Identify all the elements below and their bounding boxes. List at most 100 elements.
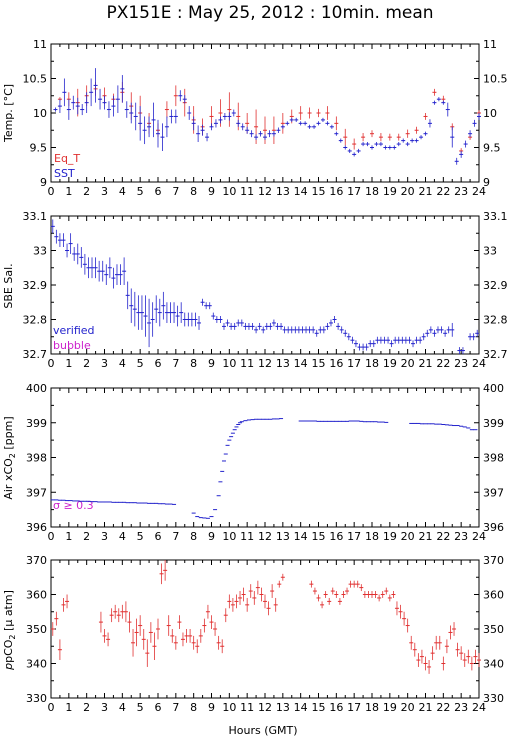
x-tick-label: 14 — [294, 530, 308, 543]
x-tick-label: 24 — [472, 357, 486, 370]
legend-eq-t: Eq_T — [54, 152, 80, 165]
x-tick-label: 9 — [208, 357, 215, 370]
x-tick-label: 12 — [258, 530, 272, 543]
x-tick-label: 17 — [347, 530, 361, 543]
x-tick-label: 13 — [276, 185, 290, 198]
x-tick-label: 23 — [454, 357, 468, 370]
temperature-y-label: Temp. [°C] — [2, 84, 15, 143]
y-tick-label: 400 — [26, 382, 47, 395]
x-tick-label: 18 — [365, 530, 379, 543]
x-tick-label: 19 — [383, 530, 397, 543]
x-tick-label: 5 — [137, 185, 144, 198]
x-tick-label: 2 — [83, 357, 90, 370]
y-tick-label: 399 — [26, 417, 47, 430]
x-tick-label: 15 — [312, 530, 326, 543]
x-tick-label: 2 — [83, 701, 90, 714]
chart-title: PX151E : May 25, 2012 : 10min. mean — [106, 3, 433, 23]
x-tick-label: 21 — [419, 185, 433, 198]
air-xco2-panel: Air xCO2 [ppm] σ ≥ 0.3 0 1 2 3 4 5 6 7 8 9 10 11 12 1… — [2, 382, 504, 543]
x-tick-label: 6 — [155, 701, 162, 714]
x-tick-label: 24 — [472, 701, 486, 714]
x-tick-label: 22 — [436, 357, 450, 370]
x-tick-label: 3 — [101, 185, 108, 198]
plot-frame — [50, 215, 480, 355]
y-tick-label-right: 9.5 — [483, 142, 501, 155]
x-tick-label: 16 — [329, 701, 343, 714]
y-tick-label: 360 — [26, 589, 47, 602]
air-xco2-y-label: Air xCO2 [ppm] — [2, 416, 17, 499]
x-tick-label: 23 — [454, 185, 468, 198]
y-tick-label-right: 330 — [483, 692, 504, 705]
x-tick-label: 20 — [401, 185, 415, 198]
x-tick-label: 1 — [65, 185, 72, 198]
plot-frame — [50, 43, 480, 183]
y-tick-label: 9 — [40, 176, 47, 189]
x-tick-label: 7 — [172, 185, 179, 198]
y-tick-label: 33.1 — [23, 210, 48, 223]
x-tick-label: 15 — [312, 357, 326, 370]
x-tick-label: 22 — [436, 530, 450, 543]
x-tick-label: 23 — [454, 701, 468, 714]
y-tick-label-right: 400 — [483, 382, 504, 395]
y-tick-label: 11 — [33, 38, 47, 51]
x-tick-label: 15 — [312, 185, 326, 198]
x-tick-label: 8 — [190, 530, 197, 543]
y-tick-label: 10 — [33, 107, 47, 120]
x-tick-label: 9 — [208, 185, 215, 198]
x-tick-label: 21 — [419, 530, 433, 543]
x-tick-label: 1 — [65, 530, 72, 543]
y-tick-label-right: 340 — [483, 658, 504, 671]
y-tick-label-right: 33 — [483, 245, 497, 258]
y-tick-label: 350 — [26, 623, 47, 636]
pco2-panel: ppCO2 [μ atm] 0 1 2 3 4 5 6 7 8 9 10 11 12 13 14 15 16 17… — [2, 554, 504, 714]
y-tick-label: 32.7 — [23, 348, 48, 361]
x-tick-label: 18 — [365, 357, 379, 370]
y-tick-label-right: 370 — [483, 554, 504, 567]
x-tick-label: 4 — [119, 530, 126, 543]
y-tick-label: 340 — [26, 658, 47, 671]
legend-verified: verified — [53, 324, 95, 337]
x-tick-label: 10 — [222, 530, 236, 543]
x-tick-label: 21 — [419, 357, 433, 370]
y-tick-label-right: 32.8 — [483, 314, 508, 327]
x-tick-label: 11 — [240, 357, 254, 370]
x-tick-label: 5 — [137, 357, 144, 370]
x-tick-label: 17 — [347, 185, 361, 198]
y-tick-label-right: 10 — [483, 107, 497, 120]
y-tick-label-right: 350 — [483, 623, 504, 636]
x-tick-label: 18 — [365, 185, 379, 198]
x-tick-label: 20 — [401, 530, 415, 543]
x-tick-label: 22 — [436, 701, 450, 714]
x-tick-label: 4 — [119, 357, 126, 370]
x-tick-label: 23 — [454, 530, 468, 543]
x-tick-label: 12 — [258, 185, 272, 198]
x-tick-label: 13 — [276, 701, 290, 714]
x-tick-label: 15 — [312, 701, 326, 714]
y-tick-label-right: 396 — [483, 521, 504, 534]
y-tick-label-right: 398 — [483, 452, 504, 465]
y-tick-label-right: 9 — [483, 176, 490, 189]
x-tick-label: 19 — [383, 357, 397, 370]
y-tick-label: 10.5 — [23, 73, 48, 86]
y-tick-label: 32.9 — [23, 279, 48, 292]
x-tick-label: 13 — [276, 530, 290, 543]
x-tick-label: 18 — [365, 701, 379, 714]
x-tick-label: 17 — [347, 701, 361, 714]
x-tick-label: 10 — [222, 357, 236, 370]
y-tick-label-right: 32.7 — [483, 348, 508, 361]
x-tick-label: 3 — [101, 701, 108, 714]
x-tick-label: 2 — [83, 185, 90, 198]
x-tick-label: 9 — [208, 701, 215, 714]
salinity-y-label: SBE Sal. — [2, 263, 15, 308]
y-tick-label-right: 399 — [483, 417, 504, 430]
y-tick-label-right: 360 — [483, 589, 504, 602]
x-axis-label: Hours (GMT) — [228, 724, 297, 737]
y-tick-label: 398 — [26, 452, 47, 465]
x-tick-label: 4 — [119, 185, 126, 198]
x-tick-label: 11 — [240, 185, 254, 198]
pco2-y-label: ppCO2 [μ atm] — [2, 590, 17, 671]
plot-frame — [50, 387, 480, 528]
x-tick-label: 16 — [329, 185, 343, 198]
legend-sst: SST — [54, 167, 75, 180]
